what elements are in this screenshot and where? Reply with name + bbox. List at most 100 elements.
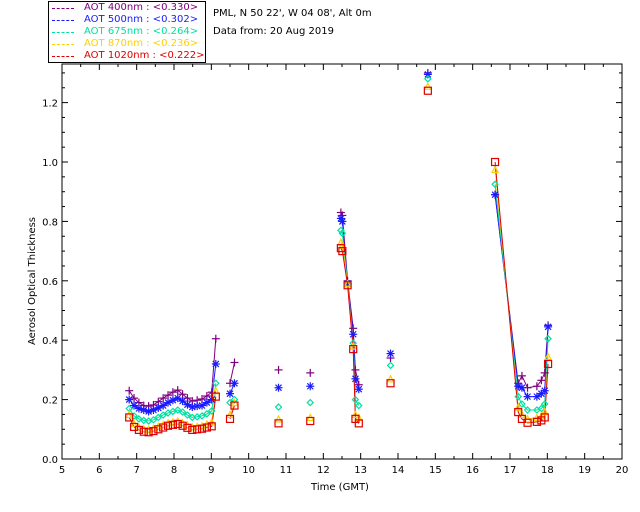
series-line (494, 194, 549, 389)
data-point (198, 401, 206, 410)
data-point (125, 413, 134, 422)
x-tick-label: 12 (317, 465, 330, 476)
data-point (230, 379, 239, 388)
data-point (178, 408, 187, 416)
data-point (198, 412, 206, 420)
data-point (532, 382, 541, 391)
data-point (230, 401, 239, 410)
data-point (197, 424, 207, 433)
series-line (128, 383, 217, 422)
data-point (274, 414, 283, 423)
y-tick-label: 0.8 (42, 217, 58, 228)
data-point (354, 385, 363, 394)
data-point (532, 392, 541, 401)
data-point (144, 428, 153, 437)
data-point (306, 368, 315, 377)
data-point (173, 419, 182, 429)
plot-area (61, 63, 623, 460)
x-tick-label: 5 (59, 465, 65, 476)
data-point (173, 386, 182, 395)
data-point (386, 361, 395, 370)
data-point (517, 383, 526, 392)
data-point (386, 379, 395, 388)
data-point (274, 419, 283, 428)
series-line (229, 383, 235, 394)
x-tick-label: 19 (578, 465, 591, 476)
legend-label: AOT 500nm : <0.302> (84, 14, 199, 25)
y-tick-label: 0.6 (42, 277, 58, 288)
legend: AOT 400nm : <0.330> AOT 500nm : <0.302> … (48, 1, 206, 63)
data-point (544, 352, 553, 361)
axis-ticks (61, 64, 623, 460)
data-point (173, 406, 182, 414)
data-point (523, 418, 532, 427)
series-line (494, 194, 549, 398)
data-point (544, 322, 553, 331)
legend-label: AOT 400nm : <0.330> (84, 2, 199, 13)
data-point (207, 417, 216, 426)
x-tick-label: 20 (616, 465, 629, 476)
data-point (540, 413, 549, 422)
legend-swatch (52, 8, 74, 9)
legend-label: AOT 870nm : <0.236> (84, 38, 199, 49)
data-point (164, 391, 173, 400)
data-point (351, 374, 360, 383)
data-point (163, 421, 173, 430)
data-point (226, 410, 234, 419)
data-point (207, 388, 216, 397)
legend-label: AOT 1020nm : <0.222> (84, 50, 205, 61)
data-point (159, 423, 168, 432)
series-line (229, 405, 235, 420)
data-point (424, 75, 432, 83)
x-tick-label: 13 (354, 465, 367, 476)
data-point (544, 334, 552, 343)
data-point (540, 368, 549, 377)
data-point (338, 229, 347, 238)
x-tick-label: 14 (392, 465, 405, 476)
data-point (351, 395, 360, 404)
data-point (139, 427, 148, 436)
y-tick-label: 1.0 (42, 158, 58, 169)
data-point (230, 358, 239, 367)
x-tick-label: 7 (133, 465, 139, 476)
x-tick-label: 11 (280, 465, 293, 476)
data-point (130, 412, 138, 420)
data-point (532, 417, 541, 426)
data-point (490, 157, 500, 167)
x-tick-label: 18 (541, 465, 554, 476)
data-point (540, 386, 549, 395)
data-point (386, 374, 395, 383)
x-tick-labels: 5 6 7 8 9 10 11 12 13 14 15 16 17 18 19 20 (59, 465, 629, 476)
data-point (168, 420, 177, 429)
x-tick-label: 17 (504, 465, 517, 476)
data-point (178, 397, 187, 406)
data-point (211, 379, 220, 388)
data-point (154, 413, 163, 422)
data-point (354, 401, 363, 410)
y-tick-label: 0.4 (42, 336, 58, 347)
data-point (134, 425, 144, 434)
data-point (514, 402, 523, 411)
x-axis-label: Time (GMT) (310, 482, 369, 493)
series-lines (128, 161, 549, 433)
date-info: Data from: 20 Aug 2019 (213, 26, 334, 37)
y-axis-label: Aerosol Optical Thickness (27, 217, 38, 345)
data-point (514, 392, 523, 401)
series-line (494, 184, 549, 411)
data-point (354, 419, 363, 428)
site-info: PML, N 50 22', W 04 08', Alt 0m (213, 8, 372, 19)
data-point (225, 414, 235, 424)
data-point (523, 406, 532, 414)
data-point (226, 389, 234, 398)
data-point (518, 400, 526, 408)
data-point (183, 411, 192, 419)
x-tick-label: 16 (466, 465, 479, 476)
data-point (306, 382, 315, 391)
data-point (159, 401, 168, 410)
data-point (149, 426, 158, 436)
data-point (351, 365, 360, 374)
data-point (125, 386, 134, 395)
data-point (337, 226, 345, 235)
data-point (168, 388, 177, 397)
data-point (139, 416, 148, 425)
